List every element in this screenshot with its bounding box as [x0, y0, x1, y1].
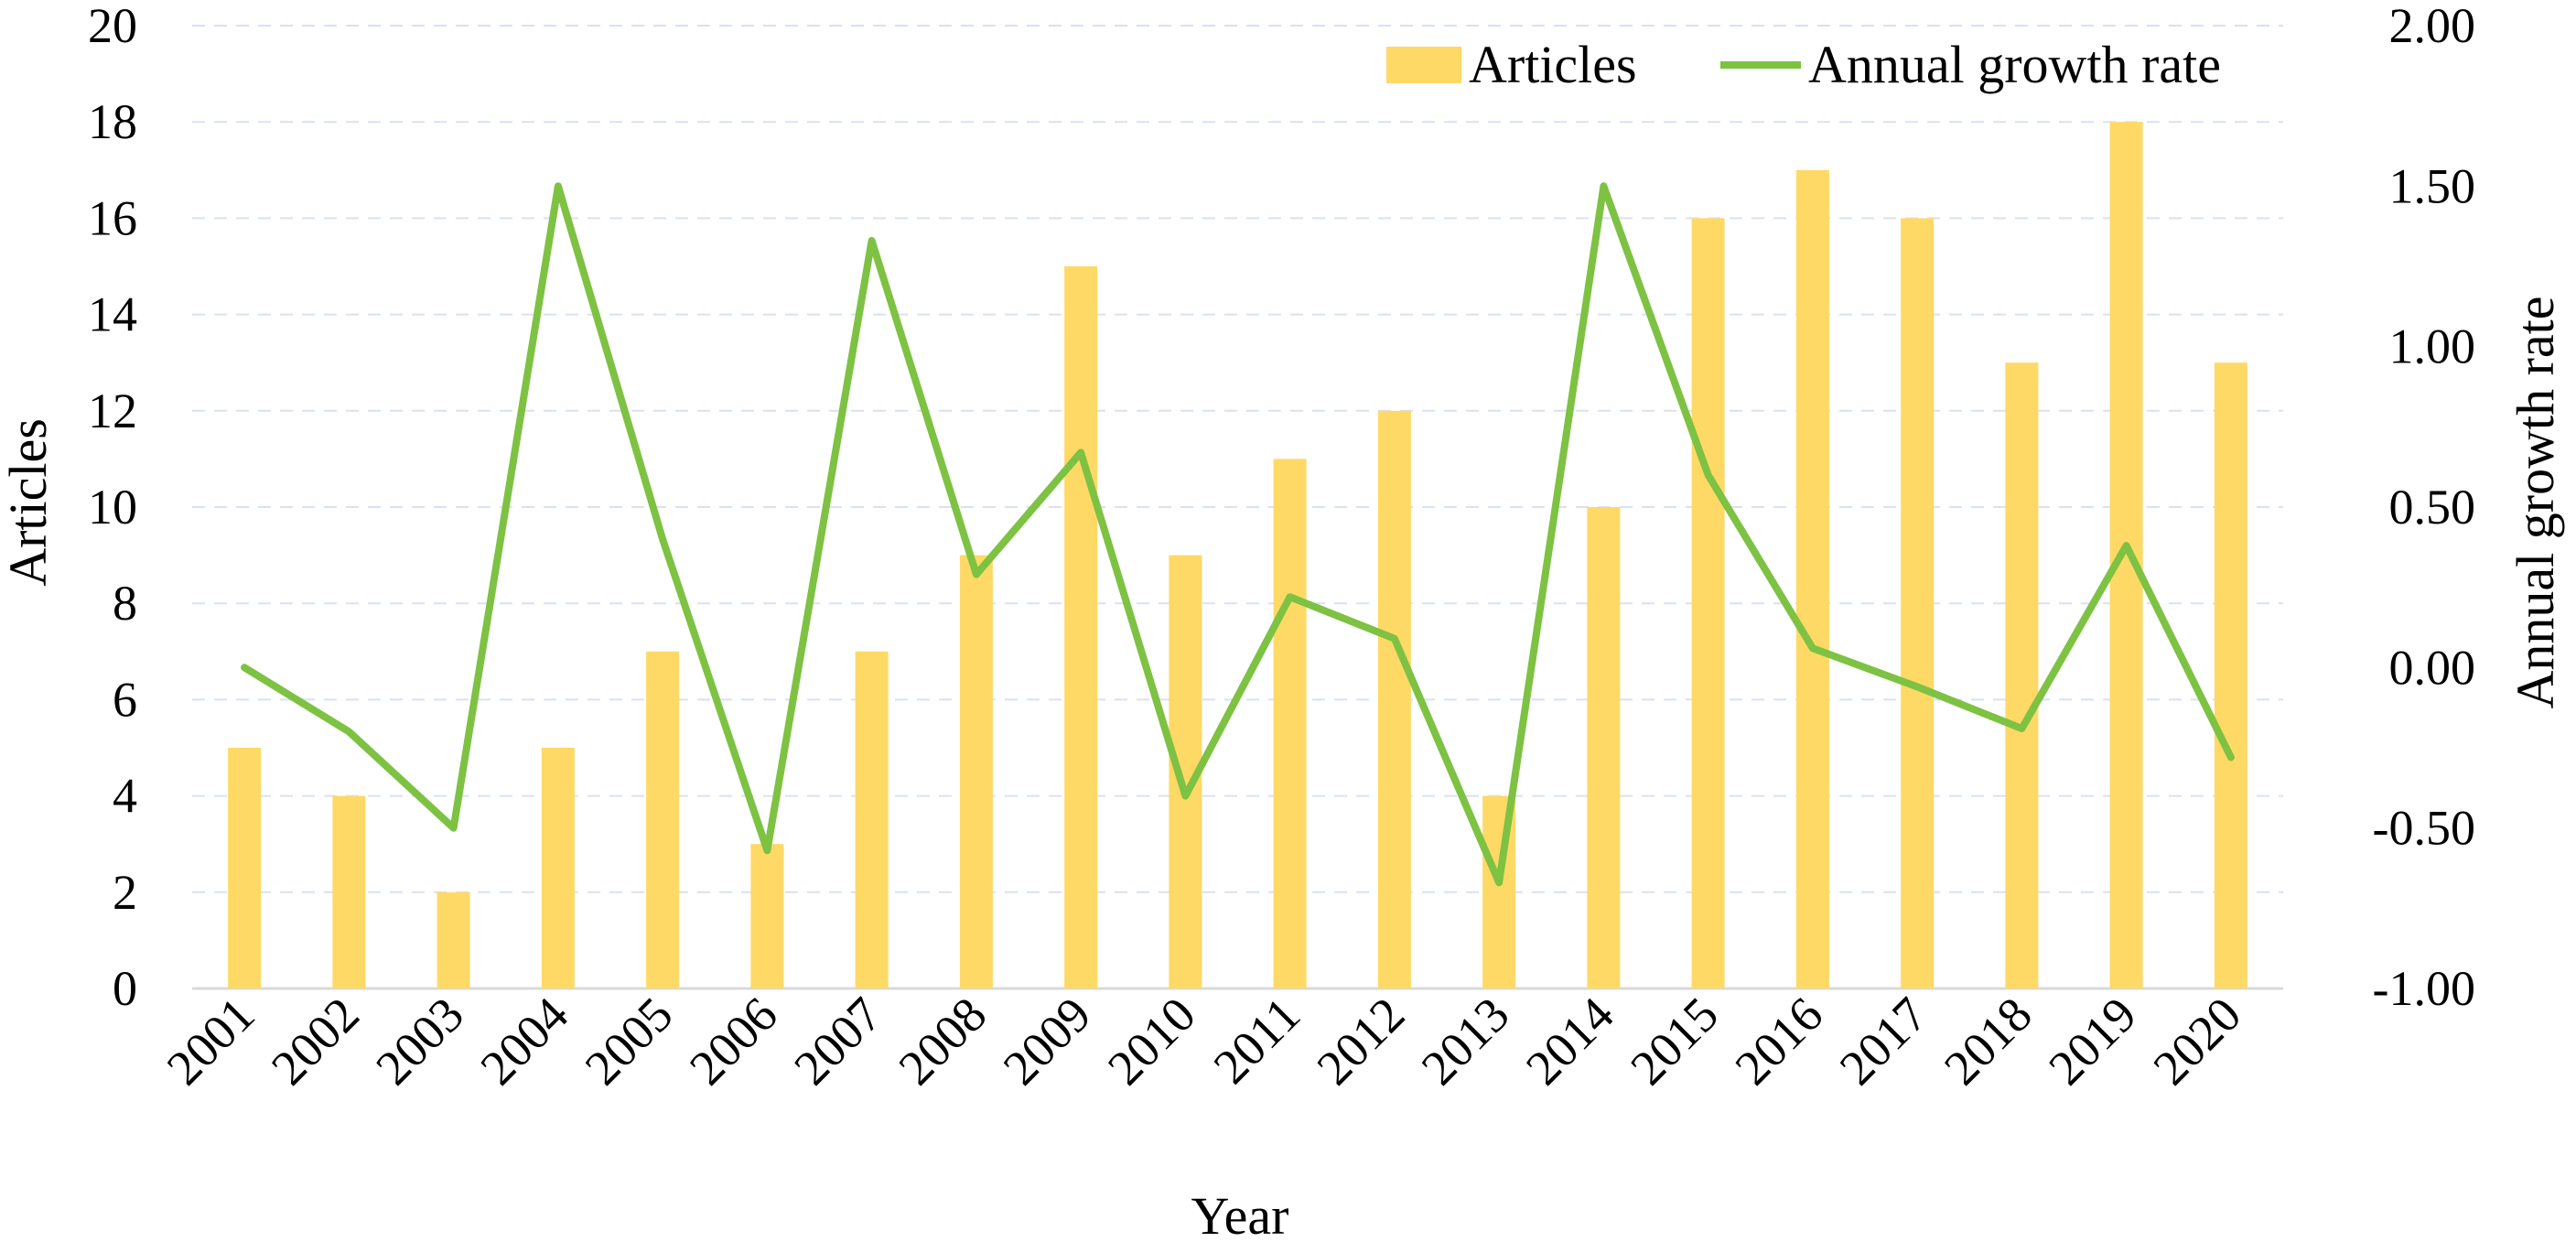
legend-label-articles: Articles — [1469, 35, 1637, 94]
left-tick-label: 2 — [113, 865, 137, 920]
x-tick-label: 2007 — [783, 987, 892, 1096]
x-tick-label: 2012 — [1307, 987, 1416, 1096]
x-tick-label: 2003 — [365, 987, 474, 1096]
x-tick-label: 2008 — [889, 987, 997, 1096]
x-tick-label: 2006 — [679, 987, 788, 1096]
bar-articles — [2109, 122, 2143, 988]
x-tick-label: 2001 — [156, 987, 265, 1096]
right-axis-title: Annual growth rate — [2506, 297, 2565, 709]
x-tick-label: 2016 — [1725, 987, 1834, 1096]
left-tick-label: 18 — [88, 94, 137, 149]
right-axis-ticks: -1.00 -0.50 0.00 0.50 1.00 1.50 2.00 — [2373, 0, 2475, 1016]
left-tick-label: 10 — [88, 480, 137, 535]
x-tick-label: 2010 — [1097, 987, 1206, 1096]
bar-articles — [646, 651, 680, 988]
x-tick-label: 2005 — [575, 987, 684, 1096]
right-tick-label: -0.50 — [2373, 801, 2475, 856]
gridlines — [192, 25, 2283, 990]
x-tick-label: 2020 — [2143, 987, 2252, 1096]
bar-articles — [959, 555, 993, 988]
x-axis-title: Year — [1191, 1186, 1289, 1242]
left-axis-title: Articles — [0, 418, 58, 587]
bar-articles — [2214, 362, 2247, 988]
bar-articles — [1377, 410, 1411, 988]
bar-articles — [1795, 169, 1829, 989]
left-tick-label: 8 — [113, 576, 137, 631]
x-tick-label: 2011 — [1203, 987, 1310, 1094]
bar-articles — [1273, 459, 1307, 988]
legend-swatch-articles — [1386, 47, 1461, 83]
growth-rate-line-group — [241, 182, 2235, 887]
x-tick-label: 2015 — [1620, 987, 1729, 1096]
x-tick-label: 2009 — [993, 987, 1102, 1096]
left-axis-ticks: 0 2 4 6 8 10 12 14 16 18 20 — [88, 0, 137, 1016]
x-tick-label: 2004 — [470, 987, 579, 1096]
legend-label-growth-rate: Annual growth rate — [1808, 35, 2221, 94]
left-tick-label: 0 — [113, 961, 137, 1016]
bar-articles — [750, 844, 784, 988]
x-tick-label: 2019 — [2038, 987, 2147, 1096]
right-tick-label: -1.00 — [2373, 961, 2475, 1016]
left-tick-label: 4 — [113, 769, 137, 824]
bar-articles — [332, 795, 366, 988]
left-tick-label: 6 — [113, 672, 137, 727]
growth-rate-line — [241, 182, 2235, 887]
right-tick-label: 0.00 — [2389, 640, 2476, 695]
right-tick-label: 1.00 — [2389, 319, 2476, 374]
x-tick-label: 2018 — [1934, 987, 2042, 1096]
bar-articles — [228, 748, 262, 988]
left-tick-label: 20 — [88, 0, 137, 53]
x-tick-label: 2013 — [1411, 987, 1520, 1096]
right-tick-label: 1.50 — [2389, 158, 2476, 213]
bar-articles — [1901, 218, 1935, 988]
bar-articles — [2005, 362, 2039, 988]
articles-bars — [228, 122, 2247, 989]
x-tick-label: 2017 — [1829, 987, 1938, 1096]
right-tick-label: 2.00 — [2389, 0, 2476, 53]
right-tick-label: 0.50 — [2389, 480, 2476, 535]
left-tick-label: 14 — [88, 287, 137, 342]
x-axis-ticks: 2001200220032004200520062007200820092010… — [156, 987, 2252, 1096]
x-tick-label: 2002 — [261, 987, 370, 1096]
left-tick-label: 16 — [88, 190, 137, 245]
bar-articles — [855, 651, 889, 988]
bar-articles — [1064, 266, 1098, 988]
legend: Articles Annual growth rate — [1386, 35, 2221, 94]
bar-articles — [541, 748, 575, 988]
bar-articles — [1587, 507, 1621, 988]
x-tick-label: 2014 — [1515, 987, 1624, 1096]
left-tick-label: 12 — [88, 383, 137, 438]
bar-articles — [437, 891, 470, 988]
bar-articles — [1691, 218, 1725, 988]
